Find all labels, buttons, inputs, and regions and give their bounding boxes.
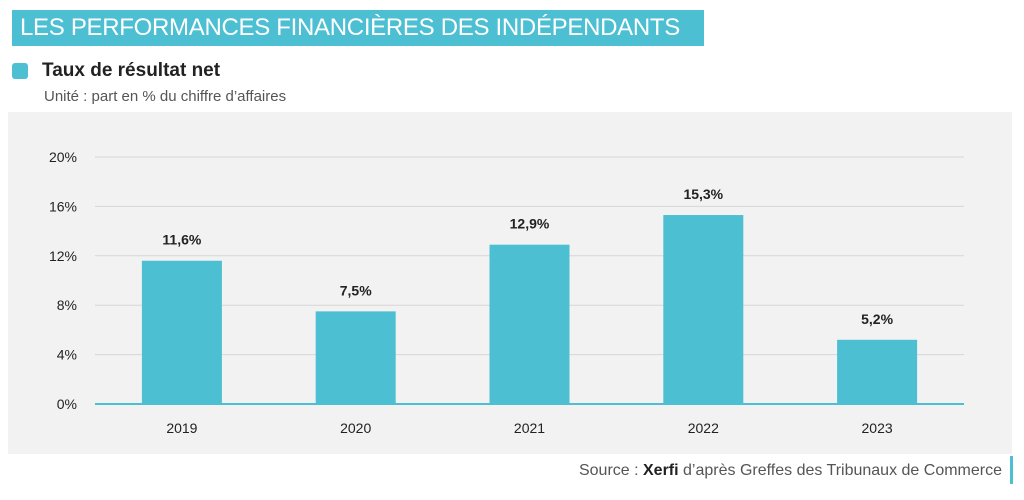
data-label: 12,9%: [510, 216, 550, 232]
source-note: Source : Xerfi d’après Greffes des Tribu…: [579, 462, 1002, 480]
y-tick-label: 4%: [57, 347, 77, 363]
bar: [489, 244, 570, 404]
chart-title: Taux de résultat net: [42, 60, 221, 81]
x-tick-label: 2020: [340, 420, 371, 436]
source-brand: Xerfi: [643, 462, 679, 479]
footer-accent-bar: [1010, 456, 1013, 484]
unit-note: Unité : part en % du chiffre d’affaires: [44, 88, 287, 105]
source-rest: d’après Greffes des Tribunaux de Commerc…: [678, 462, 1002, 479]
x-tick-label: 2019: [166, 420, 197, 436]
bar: [837, 339, 918, 404]
square-bullet-icon: [12, 63, 28, 79]
bar: [141, 260, 222, 404]
data-label: 11,6%: [162, 232, 201, 248]
page-title: LES PERFORMANCES FINANCIÈRES DES INDÉPEN…: [20, 14, 680, 41]
y-tick-label: 8%: [57, 297, 77, 313]
data-label: 7,5%: [340, 282, 372, 298]
y-tick-label: 0%: [57, 396, 77, 412]
x-tick-label: 2022: [688, 420, 719, 436]
y-tick-label: 20%: [49, 149, 77, 165]
x-tick-label: 2021: [514, 420, 545, 436]
page-title-banner: LES PERFORMANCES FINANCIÈRES DES INDÉPEN…: [12, 10, 704, 46]
y-tick-label: 12%: [49, 248, 77, 264]
bar: [663, 215, 744, 404]
chart-panel: 0% 4% 8% 12% 16% 20% 11,6% 2019 7,5% 2020 12,9% 202…: [8, 112, 1012, 454]
source-prefix: Source :: [578, 462, 643, 479]
chart-subheader: Taux de résultat net: [12, 58, 220, 84]
x-tick-label: 2023: [862, 420, 893, 436]
bar: [315, 311, 396, 404]
data-label: 15,3%: [683, 186, 723, 202]
bar-chart: 0% 4% 8% 12% 16% 20% 11,6% 2019 7,5% 2020 12,9% 202…: [49, 149, 964, 436]
data-label: 5,2%: [861, 311, 893, 327]
y-tick-label: 16%: [49, 198, 77, 214]
